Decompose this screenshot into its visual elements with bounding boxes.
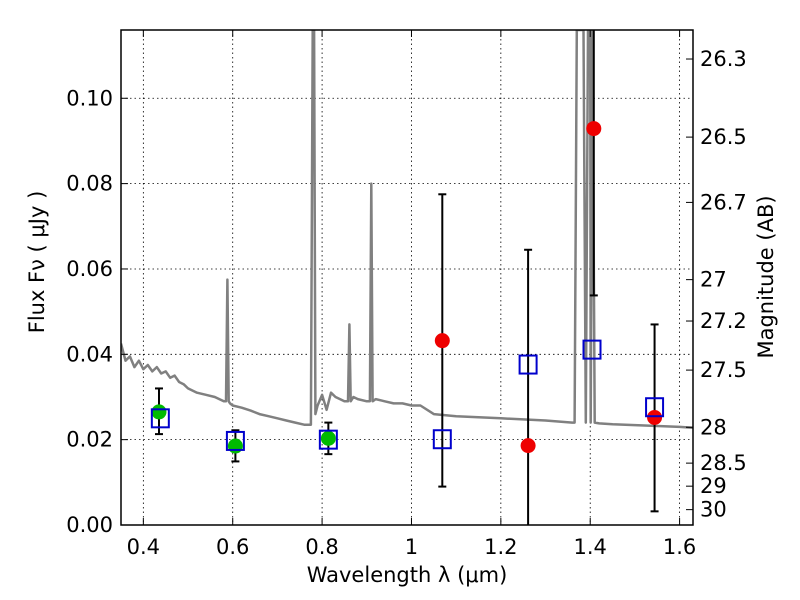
x-tick-label: 0.6 (216, 535, 249, 559)
data-point-circle (586, 121, 602, 137)
y-tick-label: 0.04 (66, 342, 113, 366)
model-point-square (225, 430, 245, 451)
y-tick-label: 0.08 (66, 172, 113, 196)
data-point-circle (151, 404, 167, 420)
magnitude-tick-label: 26.5 (700, 125, 747, 149)
data-point-circle (520, 438, 536, 454)
magnitude-tick-label: 26.7 (700, 190, 747, 214)
plot-frame (120, 29, 694, 526)
model-point-square (582, 339, 602, 360)
y-axis-label: Flux Fν ( μJy ) (25, 191, 49, 334)
x-tick-label: 1.6 (663, 535, 696, 559)
magnitude-tick-label: 26.3 (700, 47, 747, 71)
x-tick-label: 1.4 (574, 535, 607, 559)
model-point-square (318, 429, 338, 450)
x-tick-label: 0.4 (127, 535, 160, 559)
x-axis-label: Wavelength λ (μm) (307, 563, 508, 587)
data-point-circle (434, 333, 450, 349)
data-point-circle (227, 438, 243, 454)
y-tick-label: 0.10 (66, 86, 113, 110)
data-points (150, 30, 665, 525)
magnitude-tick-label: 30 (700, 498, 727, 522)
data-point-circle (320, 430, 336, 446)
magnitude-tick-label: 27.2 (700, 309, 747, 333)
magnitude-tick-label: 27.5 (700, 358, 747, 382)
axis-ticks: 0.4 0.6 0.8 1 1.2 1.4 1.6 0.00 0.02 0.04 0.06 0.08 0… (66, 30, 747, 559)
y-tick-label: 0.02 (66, 428, 113, 452)
grid-lines (121, 30, 693, 526)
x-tick-label: 1.2 (484, 535, 517, 559)
model-point-square (645, 397, 665, 418)
model-spectrum-line (121, 30, 693, 429)
y-tick-label: 0.00 (66, 513, 113, 537)
x-tick-label: 0.8 (305, 535, 338, 559)
x-tick-label: 1 (405, 535, 418, 559)
magnitude-tick-label: 29 (700, 474, 727, 498)
y-tick-label: 0.06 (66, 257, 113, 281)
magnitude-tick-label: 27 (700, 268, 727, 292)
data-point-circle (647, 409, 663, 425)
model-point-square (518, 354, 538, 375)
magnitude-tick-label: 28.5 (700, 451, 747, 475)
model-point-square (432, 429, 452, 450)
model-point-square (150, 408, 170, 429)
model-spectrum (121, 30, 693, 429)
y-axis-label-right: Magnitude (AB) (754, 195, 778, 358)
magnitude-tick-label: 28 (700, 415, 727, 439)
